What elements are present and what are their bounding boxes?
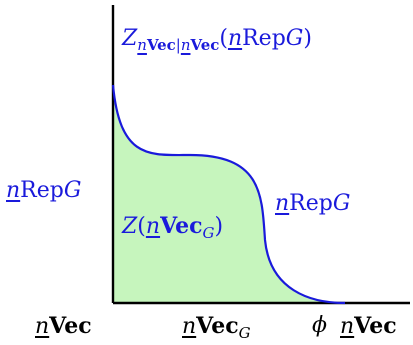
bottom-left-label: nVec [35,313,92,339]
center-label: Z(nVecG) [122,213,224,243]
green-region [113,85,345,303]
bottom-right-label: nVec [340,313,397,339]
boundary-curve [111,84,346,305]
right-label: nRepG [275,191,351,216]
bottom-mid-label: nVecG [182,313,251,343]
left-label: nRepG [6,178,82,203]
bottom-phi-label: ϕ [312,313,327,338]
top-label: ZnVec|nVec(nRepG) [122,26,312,55]
